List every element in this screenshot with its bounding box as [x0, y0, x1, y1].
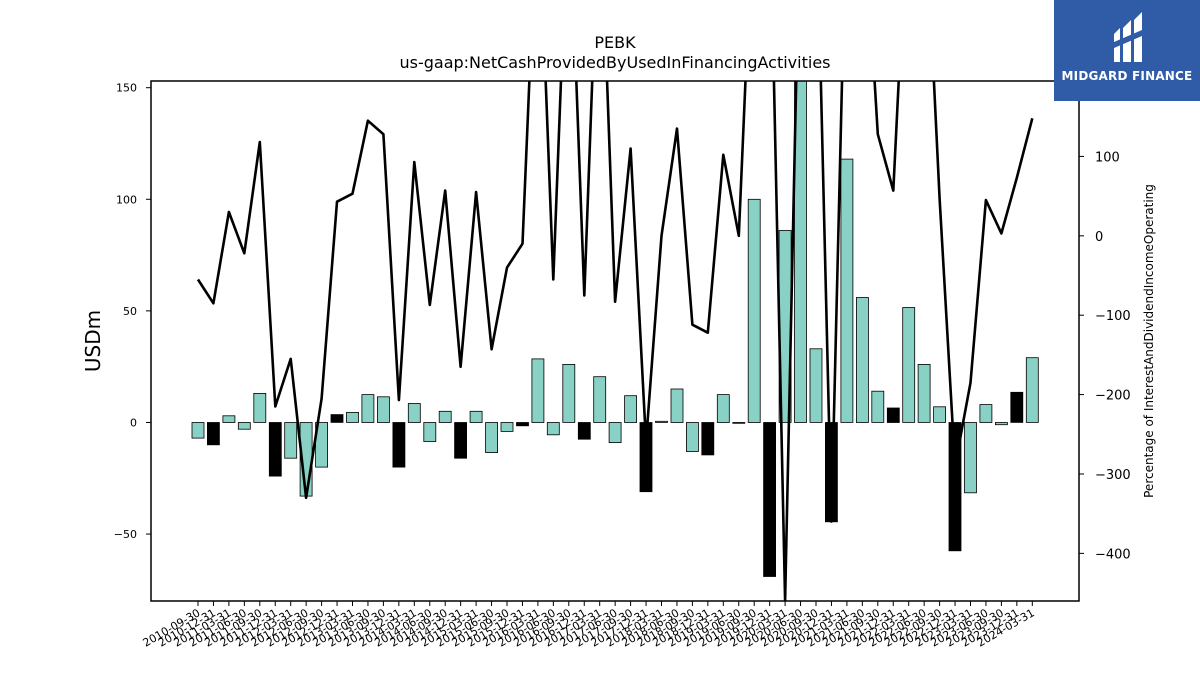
bar [392, 422, 406, 468]
bar [655, 420, 668, 423]
bar [794, 81, 807, 423]
y-tick-label: 100 [116, 193, 137, 206]
y-tick-label: 0 [130, 416, 137, 429]
brand-name: MIDGARD FINANCE [1061, 69, 1193, 83]
bar [871, 390, 885, 423]
bar [500, 422, 514, 432]
chart-subtitle: us-gaap:NetCashProvidedByUsedInFinancing… [399, 53, 830, 72]
y2-axis-label: Percentage of InterestAndDividendIncomeO… [1142, 184, 1156, 498]
bar [670, 388, 684, 423]
bar-series [191, 81, 1039, 577]
bar [268, 422, 282, 477]
bar [701, 422, 715, 456]
bar [686, 422, 699, 452]
y-tick-label: 50 [123, 305, 137, 318]
bar [485, 422, 499, 454]
bar [516, 422, 529, 427]
bar [284, 422, 298, 459]
bar [361, 394, 375, 423]
chart-title: PEBK [594, 33, 636, 52]
plot-frame [150, 80, 1080, 602]
y2-tick-label: 0 [1095, 230, 1103, 245]
bar [608, 422, 622, 444]
bar [747, 198, 761, 423]
bar [531, 358, 545, 423]
bar [423, 422, 437, 442]
bar [1010, 391, 1024, 423]
y2-tick-label: 100 [1095, 150, 1120, 165]
bar [376, 396, 390, 423]
bar [346, 411, 359, 423]
bar [902, 307, 916, 423]
bar [206, 422, 220, 446]
y2-tick-label: −300 [1095, 468, 1131, 483]
bar [933, 406, 946, 423]
line-path [196, 81, 1034, 601]
bar [732, 422, 746, 424]
bar [840, 158, 854, 423]
y2-tick-label: −100 [1095, 309, 1131, 324]
bar [546, 422, 560, 436]
bar [237, 422, 251, 430]
bar [917, 363, 931, 423]
midgard-logo-icon [1114, 12, 1142, 62]
bar [454, 422, 468, 459]
y2-axis: −400 −300 −200 −100 0 100 [1079, 150, 1131, 562]
bar [222, 415, 236, 423]
bar [330, 414, 344, 423]
bar [253, 392, 267, 423]
bar [191, 422, 205, 439]
bar [438, 410, 452, 423]
bar [1025, 357, 1039, 423]
y-tick-label: −50 [114, 528, 137, 541]
bar [809, 348, 823, 423]
bar [577, 422, 591, 440]
brand-logo: MIDGARD FINANCE [1054, 0, 1200, 101]
bar [624, 395, 637, 423]
y-axis-label: USDm [81, 310, 105, 372]
bar [716, 394, 730, 423]
bar [886, 407, 900, 423]
y-axis: −50 0 50 100 150 [114, 82, 151, 541]
y2-tick-label: −400 [1095, 547, 1131, 562]
bar [593, 376, 607, 423]
y2-tick-label: −200 [1095, 389, 1131, 404]
bar [979, 404, 993, 423]
bar [407, 403, 421, 423]
y-tick-label: 150 [116, 82, 137, 95]
bar [763, 422, 776, 577]
line-series [196, 81, 1034, 601]
bar [995, 422, 1008, 426]
bar [964, 422, 977, 494]
bar [469, 410, 483, 423]
bar [562, 363, 576, 423]
x-axis: 2010-09-302010-12-312011-03-312011-06-30… [141, 601, 1037, 650]
bar [856, 297, 869, 423]
